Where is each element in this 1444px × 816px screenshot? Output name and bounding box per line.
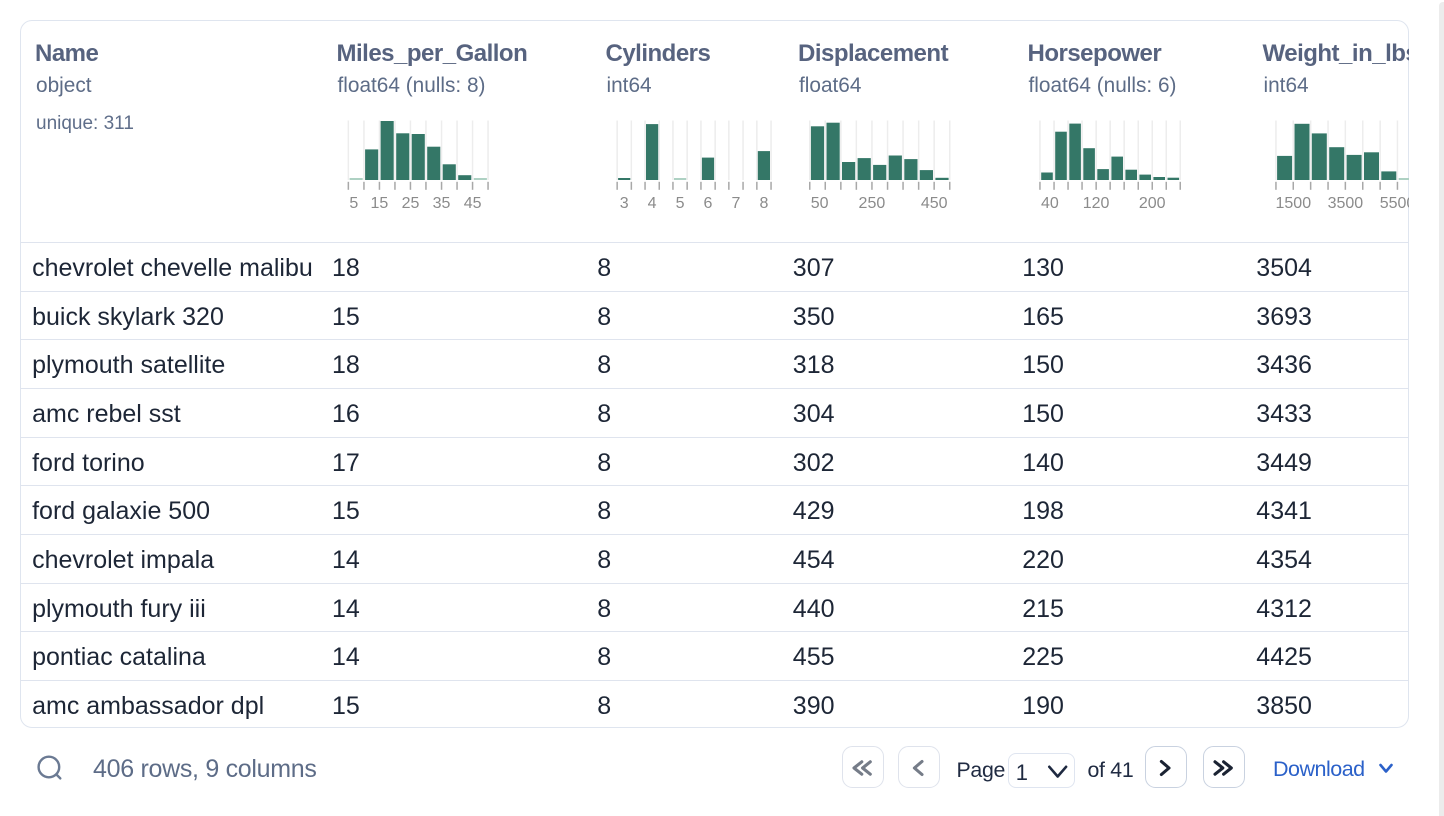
svg-text:5: 5 (349, 195, 358, 212)
svg-text:15: 15 (370, 195, 388, 212)
svg-text:5: 5 (675, 195, 684, 212)
svg-text:50: 50 (810, 195, 828, 212)
svg-text:6: 6 (703, 195, 712, 212)
svg-text:250: 250 (858, 195, 885, 212)
svg-text:40: 40 (1041, 195, 1059, 212)
svg-text:4: 4 (647, 195, 656, 212)
svg-text:5500: 5500 (1379, 195, 1408, 212)
svg-text:25: 25 (401, 195, 419, 212)
svg-text:120: 120 (1082, 195, 1109, 212)
svg-text:8: 8 (759, 195, 768, 212)
svg-text:1: 1 (1015, 760, 1027, 785)
svg-text:45: 45 (463, 195, 481, 212)
svg-text:7: 7 (731, 195, 740, 212)
svg-text:3: 3 (619, 195, 628, 212)
svg-text:3500: 3500 (1327, 195, 1363, 212)
svg-text:35: 35 (432, 195, 450, 212)
svg-text:200: 200 (1138, 195, 1165, 212)
svg-text:450: 450 (920, 195, 947, 212)
svg-text:1500: 1500 (1275, 195, 1311, 212)
